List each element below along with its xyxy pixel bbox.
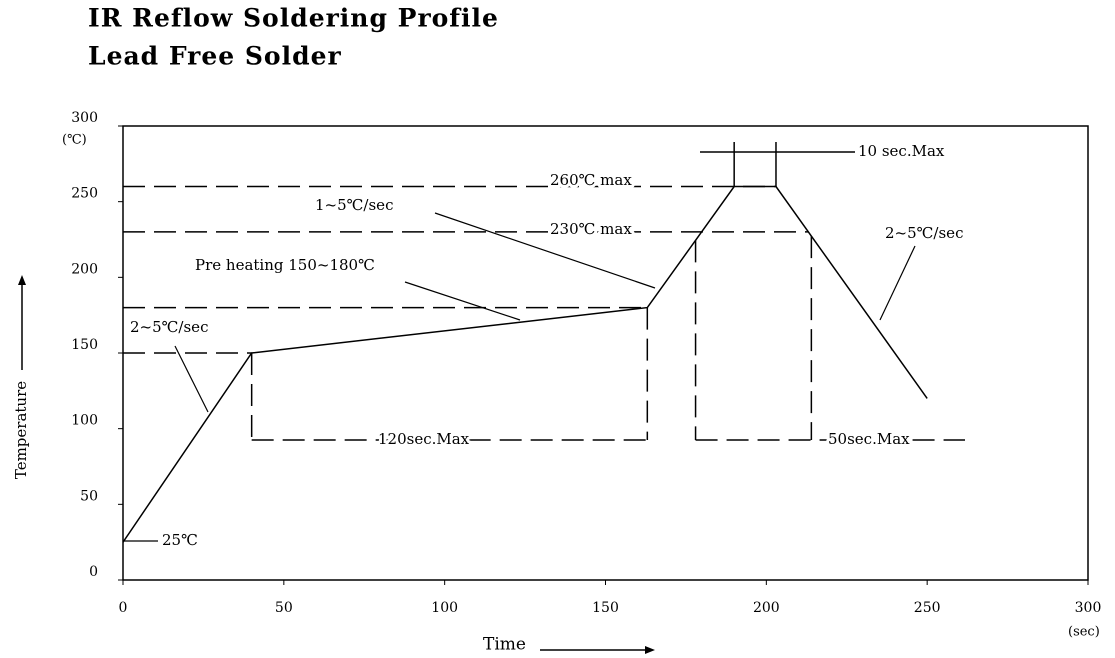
plot-frame — [122, 125, 1089, 581]
chart-subtitle: Lead Free Solder — [88, 42, 342, 71]
annotation: Pre heating 150~180℃ — [195, 256, 375, 274]
profile-line — [122, 185, 928, 543]
x-tick-label: 150 — [592, 600, 619, 616]
x-unit: (sec) — [1068, 625, 1100, 640]
chart-title: IR Reflow Soldering Profile — [88, 4, 499, 33]
y-arrow-head — [18, 275, 26, 285]
y-tick-label: 100 — [71, 413, 98, 429]
x-tick-label: 0 — [119, 600, 128, 616]
x-tick-label: 200 — [753, 600, 780, 616]
x-tick-label: 50 — [275, 600, 293, 616]
y-tick-label: 300 — [71, 110, 98, 126]
leader-line — [434, 212, 656, 289]
x-axis-label: Time — [483, 635, 526, 655]
y-tick-label: 200 — [71, 261, 98, 277]
leader-line — [404, 281, 521, 321]
y-axis-label: Temperature — [12, 381, 30, 479]
annotation: 2~5℃/sec — [130, 318, 208, 336]
annotation: 10 sec.Max — [858, 142, 945, 160]
annotation: 25℃ — [162, 531, 198, 549]
x-tick-label: 250 — [914, 600, 941, 616]
x-tick-label: 100 — [431, 600, 458, 616]
y-unit: (℃) — [62, 133, 87, 148]
annotation: 230℃ max — [550, 220, 632, 238]
y-tick-label: 0 — [89, 564, 98, 580]
leader-line — [174, 345, 209, 413]
y-tick-label: 250 — [71, 186, 98, 202]
y-tick-label: 50 — [80, 488, 98, 504]
leader-line — [879, 245, 916, 321]
x-tick-label: 300 — [1075, 600, 1102, 616]
annotation: 120sec.Max — [378, 430, 470, 448]
annotation: 1~5℃/sec — [315, 196, 393, 214]
annotation: 2~5℃/sec — [885, 224, 963, 242]
x-arrow-head — [645, 646, 655, 654]
annotation: 50sec.Max — [828, 430, 910, 448]
y-tick-label: 150 — [71, 337, 98, 353]
annotation: 260℃ max — [550, 171, 632, 189]
